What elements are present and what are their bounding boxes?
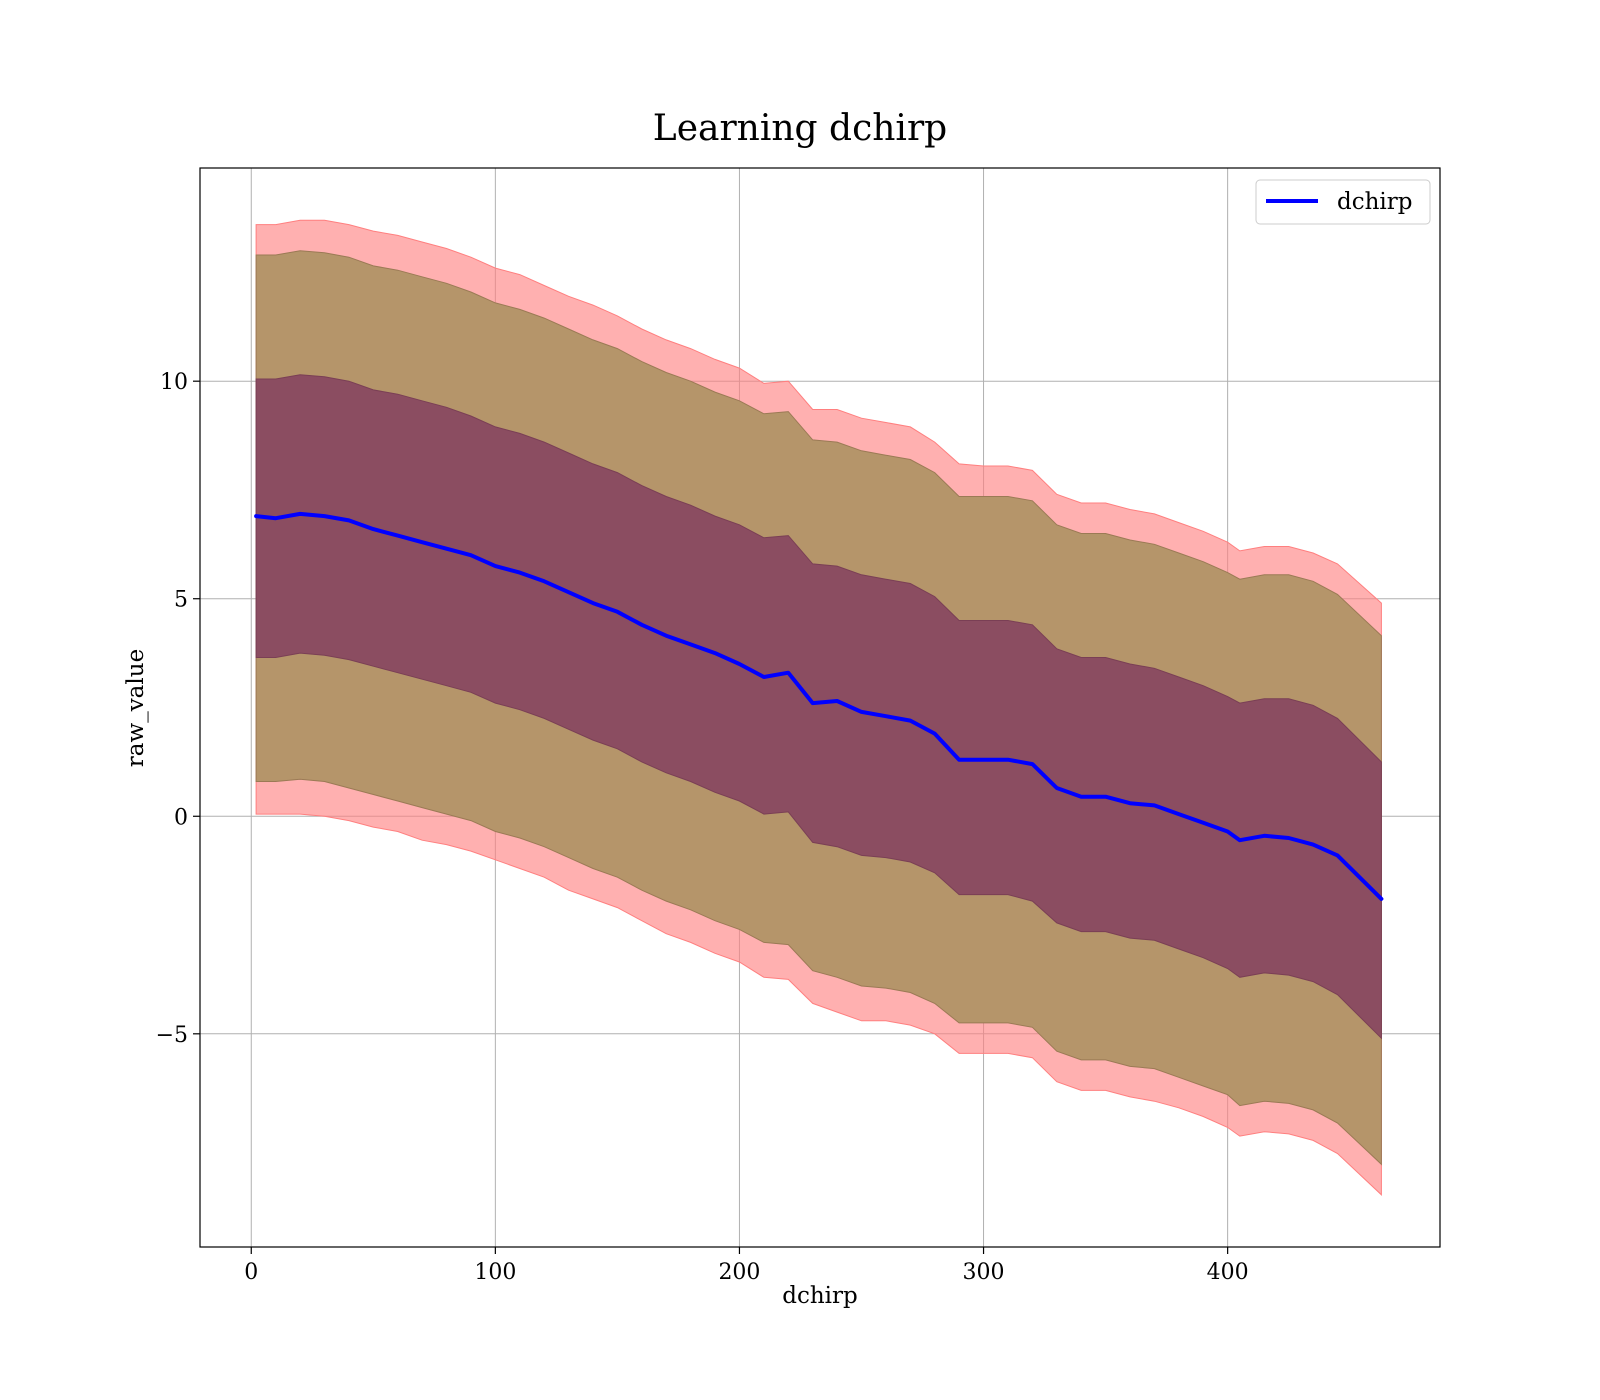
x-axis-ticks: 0 100 200 300 400 <box>244 1247 1249 1285</box>
x-tick-label: 400 <box>1207 1260 1249 1285</box>
confidence-bands <box>255 219 1382 1196</box>
x-tick-label: 0 <box>244 1260 258 1285</box>
x-axis-label: dchirp <box>782 1283 858 1309</box>
x-tick-label: 300 <box>963 1260 1005 1285</box>
series-line-dchirp <box>254 511 1384 901</box>
legend-box <box>1255 179 1431 225</box>
legend: dchirp <box>1255 179 1431 225</box>
y-tick-label: 10 <box>160 370 188 395</box>
y-tick-label: −5 <box>156 1023 188 1048</box>
chart-title: Learning dchirp <box>653 108 947 149</box>
series-lines <box>254 511 1384 901</box>
legend-label: dchirp <box>1337 189 1413 215</box>
y-axis-label: raw_value <box>123 649 149 767</box>
y-axis-ticks: −5 0 5 10 <box>156 370 200 1048</box>
band-inner <box>255 374 1382 1040</box>
plot-frame <box>199 167 1441 1248</box>
y-tick-label: 5 <box>174 588 188 613</box>
y-tick-label: 0 <box>174 805 188 830</box>
x-tick-label: 200 <box>718 1260 760 1285</box>
x-tick-label: 100 <box>474 1260 516 1285</box>
